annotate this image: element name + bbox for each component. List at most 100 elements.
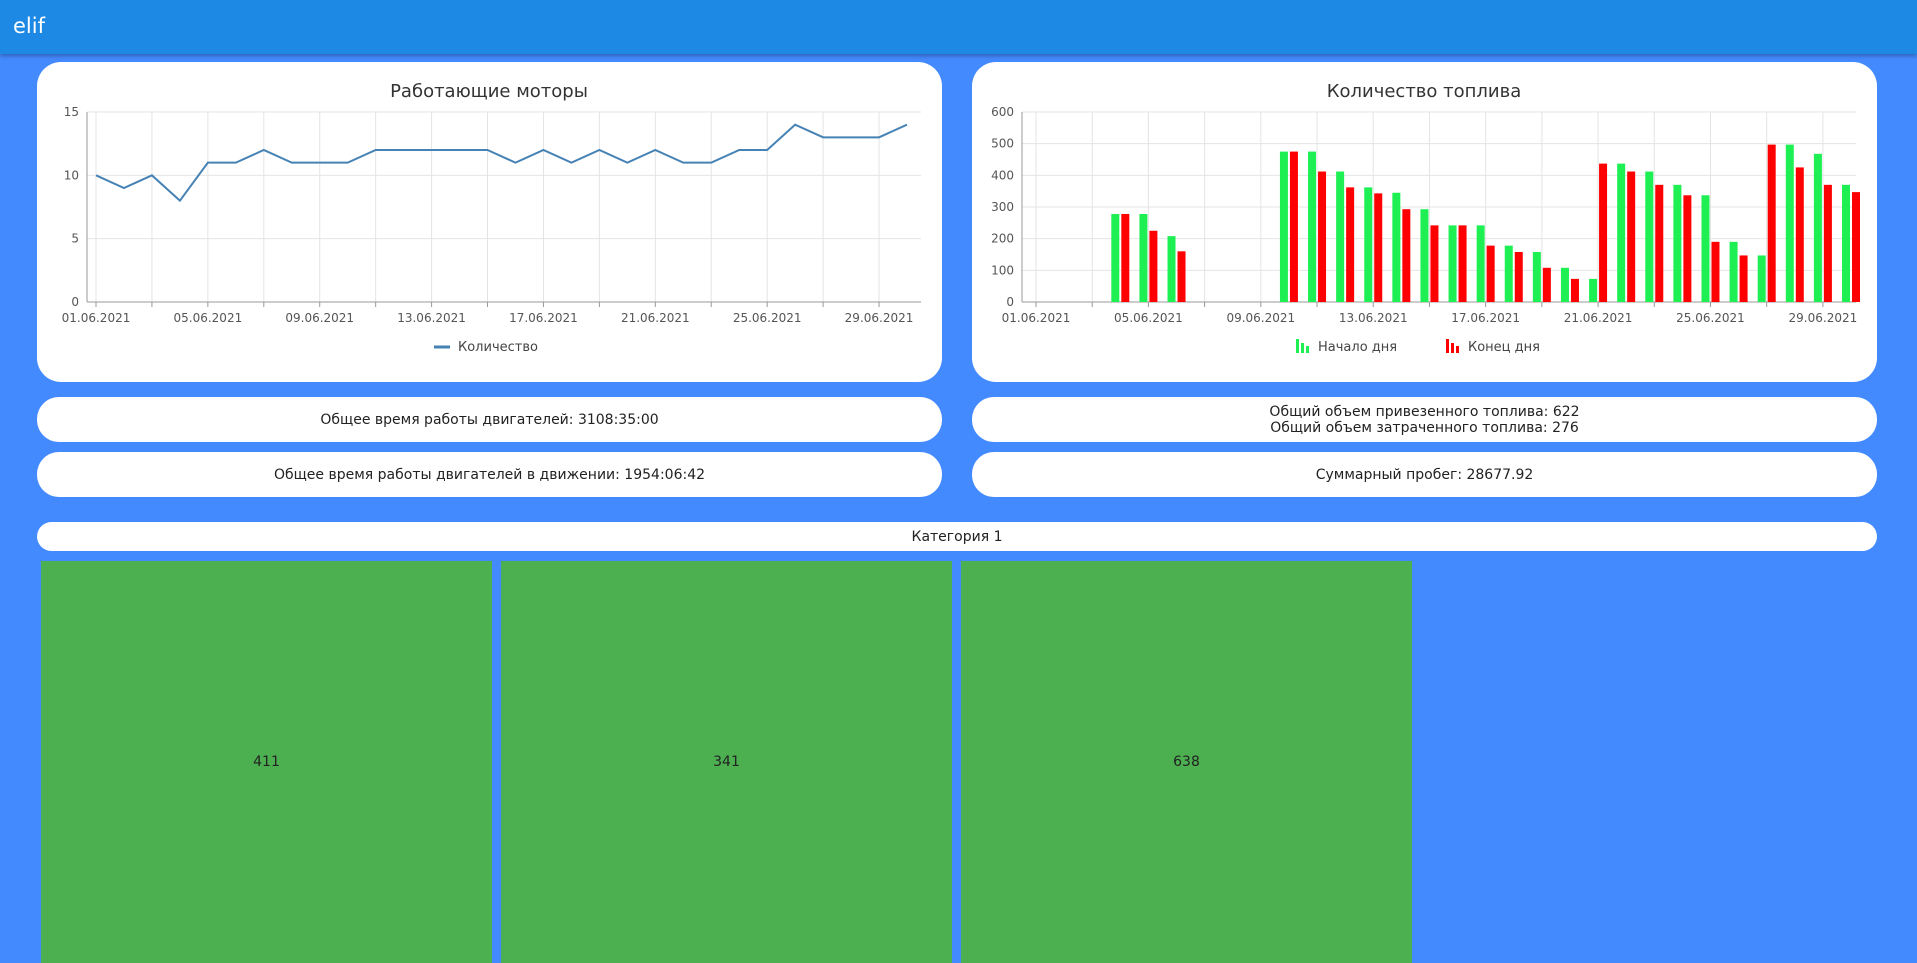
legend-label: Конец дня xyxy=(1468,340,1540,355)
y-tick-label: 600 xyxy=(991,105,1014,119)
bar xyxy=(1308,151,1317,302)
bar xyxy=(1739,255,1748,302)
bar xyxy=(1149,230,1158,302)
bar xyxy=(1542,267,1551,302)
tile-value: 638 xyxy=(1173,754,1200,770)
x-tick-label: 21.06.2021 xyxy=(621,311,690,325)
y-tick-label: 500 xyxy=(991,137,1014,151)
legend-swatch xyxy=(1456,346,1459,353)
bar xyxy=(1655,184,1664,302)
bar xyxy=(1486,245,1495,302)
bar xyxy=(1374,193,1383,302)
bar xyxy=(1279,151,1288,302)
bar xyxy=(1711,241,1720,302)
x-tick-label: 01.06.2021 xyxy=(1002,311,1071,325)
bar xyxy=(1589,278,1598,302)
category-title: Категория 1 xyxy=(911,528,1003,545)
chart-title: Количество топлива xyxy=(1327,81,1522,102)
bar xyxy=(1420,209,1429,302)
y-tick-label: 15 xyxy=(64,105,79,119)
chart: Количество топлива 0 100 200 300 400 500 600 01.… xyxy=(991,81,1860,355)
bar xyxy=(1532,251,1541,302)
bar xyxy=(1476,225,1485,302)
bar xyxy=(1139,213,1148,302)
tile: 638 xyxy=(961,561,1412,963)
bar xyxy=(1177,251,1186,302)
y-tick-label: 5 xyxy=(71,232,79,246)
bar xyxy=(1813,153,1822,302)
x-tick-label: 25.06.2021 xyxy=(733,311,802,325)
bar xyxy=(1823,184,1832,302)
bar xyxy=(1111,213,1120,302)
x-tick-label: 25.06.2021 xyxy=(1676,311,1745,325)
bar xyxy=(1289,151,1298,302)
bar xyxy=(1645,171,1654,302)
bar xyxy=(1402,209,1411,302)
tile: 411 xyxy=(41,561,492,963)
bar xyxy=(1167,236,1176,302)
stat-text: Общее время работы двигателей в движении… xyxy=(273,466,706,483)
bar xyxy=(1785,144,1794,302)
bar xyxy=(1430,225,1439,302)
x-tick-label: 13.06.2021 xyxy=(397,311,466,325)
y-tick-label: 100 xyxy=(991,263,1014,277)
legend-swatch xyxy=(1301,343,1304,353)
bar xyxy=(1842,184,1850,302)
bar xyxy=(1795,167,1804,302)
bar xyxy=(1767,144,1776,302)
x-tick-label: 01.06.2021 xyxy=(62,311,131,325)
bar xyxy=(1318,171,1327,302)
bar xyxy=(1757,255,1766,302)
x-tick-label: 29.06.2021 xyxy=(845,311,914,325)
tile-value: 411 xyxy=(253,754,280,770)
y-tick-label: 300 xyxy=(991,200,1014,214)
bar xyxy=(1504,245,1513,302)
stat-text: Суммарный пробег: 28677.92 xyxy=(1315,466,1534,483)
tile: 341 xyxy=(501,561,952,963)
bar xyxy=(1683,195,1692,302)
stat-text: Общий объем привезенного топлива: 622 xyxy=(1269,403,1580,420)
bar xyxy=(1514,251,1523,302)
x-tick-label: 17.06.2021 xyxy=(509,311,578,325)
bar xyxy=(1599,163,1608,302)
bar xyxy=(1673,184,1682,302)
app-title: elif xyxy=(0,0,1917,54)
bar xyxy=(1617,163,1626,302)
stat-card: Общий объем привезенного топлива: 622 Общ… xyxy=(972,397,1877,442)
x-tick-label: 09.06.2021 xyxy=(1226,311,1295,325)
bar xyxy=(1570,278,1579,302)
bar xyxy=(1346,187,1355,302)
chart-card: Работающие моторы 0 5 10 15 01.06.2021 05.06.2… xyxy=(37,62,942,382)
bar xyxy=(1121,213,1130,302)
y-tick-label: 200 xyxy=(991,232,1014,246)
category-header: Категория 1 xyxy=(37,522,1877,551)
x-tick-label: 17.06.2021 xyxy=(1451,311,1520,325)
legend-swatch xyxy=(1451,343,1454,353)
bar xyxy=(1392,192,1401,302)
stat-text: Общее время работы двигателей: 3108:35:0… xyxy=(320,411,659,428)
x-tick-label: 05.06.2021 xyxy=(174,311,243,325)
bar xyxy=(1336,171,1345,302)
y-tick-label: 0 xyxy=(71,295,79,309)
legend-swatch xyxy=(1306,346,1309,353)
bar xyxy=(1729,241,1738,302)
stat-text: Общий объем затраченного топлива: 276 xyxy=(1270,419,1579,436)
chart-title: Работающие моторы xyxy=(390,81,588,102)
x-tick-label: 21.06.2021 xyxy=(1564,311,1633,325)
y-tick-label: 0 xyxy=(1006,295,1014,309)
legend-swatch xyxy=(1446,339,1449,353)
legend-swatch xyxy=(1296,339,1299,353)
y-tick-label: 10 xyxy=(64,168,79,182)
bar xyxy=(1852,192,1860,302)
bar xyxy=(1364,187,1373,302)
line xyxy=(95,123,908,203)
bar xyxy=(1701,195,1710,302)
legend-label: Количество xyxy=(458,340,538,355)
x-tick-label: 29.06.2021 xyxy=(1789,311,1858,325)
x-tick-label: 13.06.2021 xyxy=(1339,311,1408,325)
chart-card: Количество топлива 0 100 200 300 400 500 600 01.… xyxy=(972,62,1877,382)
legend-label: Начало дня xyxy=(1318,340,1397,355)
stat-card: Общее время работы двигателей в движении… xyxy=(37,452,942,497)
bar xyxy=(1458,225,1467,302)
